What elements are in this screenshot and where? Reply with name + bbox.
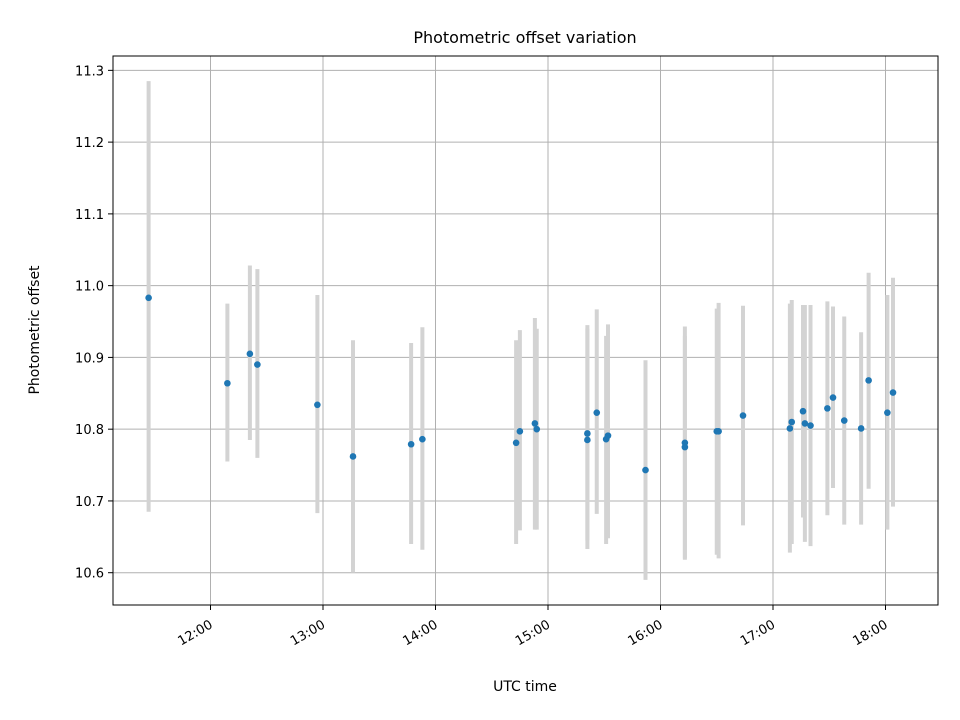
data-point [531, 420, 539, 427]
data-point [349, 453, 357, 460]
data-point [801, 420, 809, 427]
data-point [516, 428, 524, 435]
y-tick-label: 10.8 [75, 423, 104, 438]
y-tick-label: 11.0 [75, 280, 104, 295]
data-point [246, 350, 254, 358]
data-point [584, 436, 591, 444]
data-point [642, 466, 649, 474]
data-point [786, 425, 794, 432]
data-point [715, 428, 722, 435]
data-point [512, 439, 520, 447]
data-point [681, 443, 689, 451]
x-axis-label: UTC time [493, 679, 557, 695]
y-axis-label: Photometric offset [27, 265, 43, 395]
data-point [889, 389, 897, 396]
y-tick-label: 10.7 [75, 495, 104, 510]
data-point [807, 422, 814, 429]
data-point [254, 361, 261, 368]
y-tick-label: 10.6 [75, 567, 104, 582]
data-point [799, 407, 807, 415]
y-tick-label: 10.9 [75, 351, 104, 366]
data-point [824, 405, 831, 412]
y-tick-label: 11.1 [75, 208, 104, 223]
data-point [788, 418, 796, 426]
data-point [407, 440, 415, 448]
data-point [604, 432, 612, 439]
data-point [829, 394, 837, 401]
data-point [419, 435, 426, 443]
chart-title: Photometric offset variation [413, 28, 636, 47]
data-point [145, 294, 152, 302]
data-point [533, 425, 541, 433]
data-point [584, 430, 591, 437]
data-points [145, 294, 897, 474]
data-point [840, 417, 848, 424]
data-point [593, 409, 601, 416]
data-point [314, 401, 321, 409]
data-point [865, 377, 872, 384]
data-point [857, 425, 865, 432]
data-point [739, 412, 747, 419]
data-point [224, 379, 231, 387]
y-axis-ticks: 10.6 10.7 10.8 10.9 11.0 11.1 11.2 11.3 [75, 64, 113, 582]
y-tick-label: 11.2 [75, 136, 104, 151]
y-tick-label: 11.3 [75, 64, 104, 79]
data-point [884, 409, 891, 416]
plot-area-frame [112, 55, 939, 606]
